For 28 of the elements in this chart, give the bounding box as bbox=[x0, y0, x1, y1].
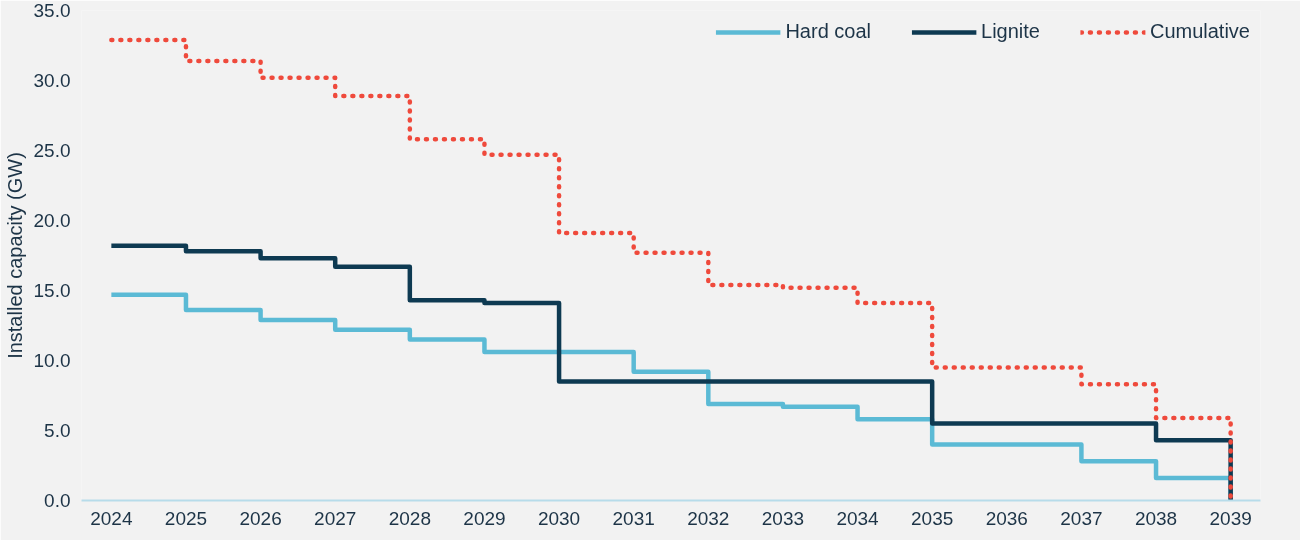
x-tick-label: 2034 bbox=[836, 507, 880, 529]
y-tick-label: 10.0 bbox=[33, 350, 71, 371]
y-tick-label: 15.0 bbox=[33, 280, 71, 301]
x-tick-label: 2026 bbox=[239, 507, 282, 529]
x-tick-label: 2038 bbox=[1134, 507, 1178, 529]
x-tick-label: 2036 bbox=[985, 507, 1028, 529]
y-tick-label: 5.0 bbox=[44, 420, 71, 441]
x-tick-label: 2033 bbox=[761, 507, 805, 529]
x-tick-label: 2027 bbox=[314, 507, 357, 529]
x-tick-label: 2029 bbox=[463, 507, 506, 529]
y-axis-title: Installed capacity (GW) bbox=[3, 152, 26, 359]
legend-label: Cumulative bbox=[1149, 20, 1250, 43]
legend-label: Lignite bbox=[981, 20, 1040, 43]
x-tick-label: 2039 bbox=[1209, 507, 1252, 529]
y-tick-label: 20.0 bbox=[33, 210, 71, 231]
y-tick-label: 35.0 bbox=[33, 0, 71, 21]
x-tick-label: 2028 bbox=[388, 507, 431, 529]
y-tick-label: 30.0 bbox=[33, 70, 71, 91]
y-tick-label: 0.0 bbox=[44, 490, 71, 511]
y-tick-label: 25.0 bbox=[33, 140, 71, 161]
x-tick-label: 2025 bbox=[164, 507, 208, 529]
x-tick-label: 2030 bbox=[537, 507, 581, 529]
legend-label: Hard coal bbox=[785, 20, 872, 43]
x-tick-label: 2031 bbox=[612, 507, 655, 529]
x-tick-label: 2032 bbox=[687, 507, 730, 529]
x-tick-label: 2037 bbox=[1060, 507, 1103, 529]
x-tick-label: 2035 bbox=[911, 507, 954, 529]
x-tick-label: 2024 bbox=[90, 507, 133, 529]
